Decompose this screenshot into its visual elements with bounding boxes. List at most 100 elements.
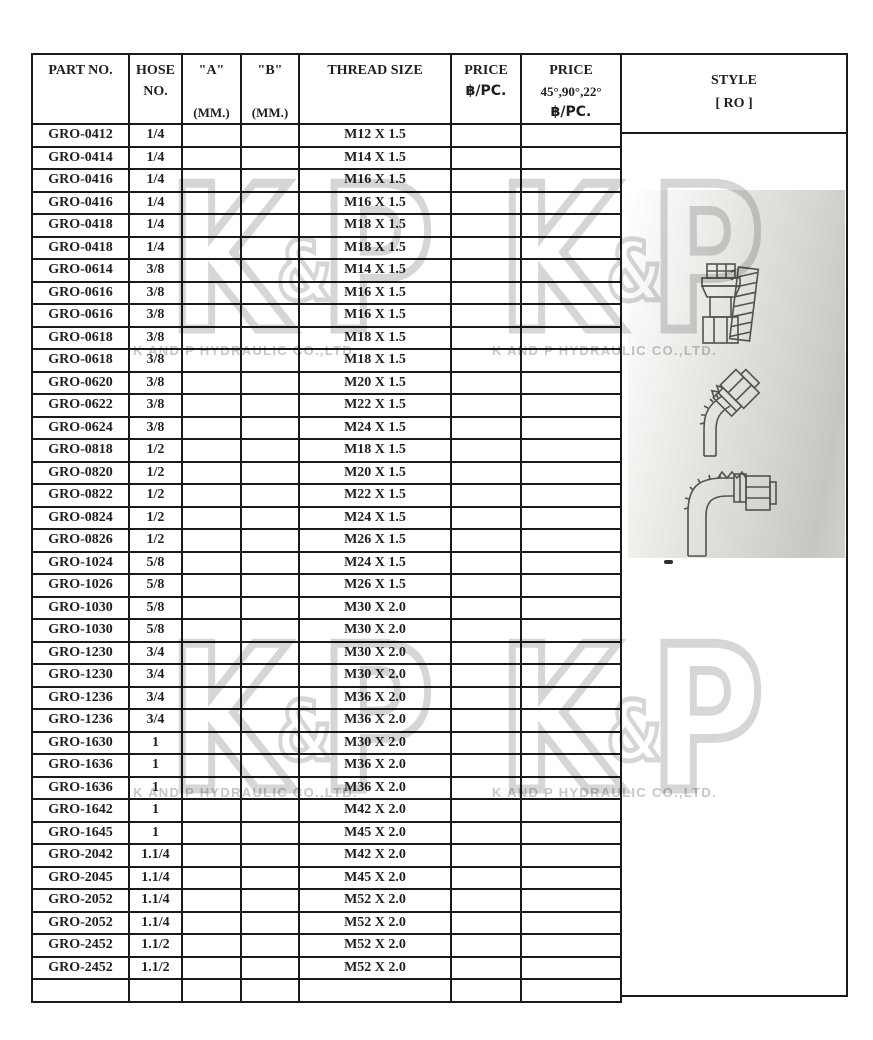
cell-price xyxy=(450,978,522,1003)
cell-hose-no: 1 xyxy=(128,730,183,755)
cell-price-angled xyxy=(520,708,622,733)
cell-price xyxy=(450,843,522,868)
cell-price-angled xyxy=(520,438,622,463)
cell-price-angled xyxy=(520,775,622,800)
cell-hose-no xyxy=(128,978,183,1003)
cell-a-mm xyxy=(181,730,242,755)
cell-part-no: GRO-1636 xyxy=(31,775,130,800)
cell-price xyxy=(450,303,522,328)
col-header-price: PRICE ฿/PC. xyxy=(450,53,522,125)
header-label: [ RO ] xyxy=(715,96,753,111)
cell-price xyxy=(450,820,522,845)
cell-price xyxy=(450,640,522,665)
cell-part-no: GRO-1630 xyxy=(31,730,130,755)
cell-thread-size: M22 X 1.5 xyxy=(298,483,452,508)
cell-thread-size: M36 X 2.0 xyxy=(298,708,452,733)
cell-part-no: GRO-0824 xyxy=(31,505,130,530)
cell-thread-size: M42 X 2.0 xyxy=(298,798,452,823)
cell-hose-no: 1.1/4 xyxy=(128,865,183,890)
table-row: GRO-0616 3/8 M16 X 1.5 xyxy=(31,280,622,305)
cell-part-no: GRO-1030 xyxy=(31,595,130,620)
cell-price-angled xyxy=(520,798,622,823)
cell-b-mm xyxy=(240,888,300,913)
cell-thread-size: M16 X 1.5 xyxy=(298,190,452,215)
cell-part-no: GRO-1230 xyxy=(31,663,130,688)
cell-price-angled xyxy=(520,370,622,395)
table-row: GRO-1230 3/4 M30 X 2.0 xyxy=(31,663,622,688)
cell-b-mm xyxy=(240,708,300,733)
cell-hose-no: 3/8 xyxy=(128,325,183,350)
header-label: NO. xyxy=(143,84,168,99)
cell-part-no: GRO-0622 xyxy=(31,393,130,418)
cell-hose-no: 1/2 xyxy=(128,460,183,485)
cell-hose-no: 3/8 xyxy=(128,393,183,418)
cell-b-mm xyxy=(240,280,300,305)
cell-b-mm xyxy=(240,213,300,238)
cell-thread-size: M36 X 2.0 xyxy=(298,685,452,710)
cell-a-mm xyxy=(181,235,242,260)
cell-a-mm xyxy=(181,370,242,395)
cell-a-mm xyxy=(181,798,242,823)
cell-a-mm xyxy=(181,843,242,868)
cell-price-angled xyxy=(520,505,622,530)
cell-price xyxy=(450,618,522,643)
cell-price xyxy=(450,708,522,733)
cell-price xyxy=(450,213,522,238)
cell-thread-size xyxy=(298,978,452,1003)
table-row: GRO-1230 3/4 M30 X 2.0 xyxy=(31,640,622,665)
cell-price-angled xyxy=(520,888,622,913)
table-row: GRO-1030 5/8 M30 X 2.0 xyxy=(31,618,622,643)
cell-a-mm xyxy=(181,933,242,958)
cell-price xyxy=(450,798,522,823)
cell-part-no: GRO-0616 xyxy=(31,303,130,328)
header-label: PRICE xyxy=(549,63,593,78)
table-row: GRO-0620 3/8 M20 X 1.5 xyxy=(31,370,622,395)
cell-b-mm xyxy=(240,955,300,980)
cell-thread-size: M42 X 2.0 xyxy=(298,843,452,868)
cell-price xyxy=(450,145,522,170)
cell-part-no: GRO-0412 xyxy=(31,123,130,148)
cell-part-no: GRO-2045 xyxy=(31,865,130,890)
cell-price xyxy=(450,775,522,800)
cell-price-angled xyxy=(520,685,622,710)
cell-a-mm xyxy=(181,303,242,328)
cell-b-mm xyxy=(240,730,300,755)
cell-price-angled xyxy=(520,145,622,170)
cell-a-mm xyxy=(181,213,242,238)
cell-hose-no: 1/4 xyxy=(128,145,183,170)
cell-price-angled xyxy=(520,618,622,643)
table-row: GRO-1030 5/8 M30 X 2.0 xyxy=(31,595,622,620)
cell-price xyxy=(450,865,522,890)
cell-thread-size: M26 X 1.5 xyxy=(298,573,452,598)
table-row: GRO-1630 1 M30 X 2.0 xyxy=(31,730,622,755)
style-column: STYLE [ RO ] xyxy=(620,53,848,997)
table-row: GRO-0414 1/4 M14 X 1.5 xyxy=(31,145,622,170)
table-row: GRO-1236 3/4 M36 X 2.0 xyxy=(31,708,622,733)
header-label: PRICE xyxy=(464,63,508,78)
cell-a-mm xyxy=(181,978,242,1003)
cell-price xyxy=(450,685,522,710)
cell-hose-no: 3/8 xyxy=(128,258,183,283)
cell-thread-size: M18 X 1.5 xyxy=(298,325,452,350)
header-label: THREAD SIZE xyxy=(327,63,423,78)
cell-part-no: GRO-0614 xyxy=(31,258,130,283)
table-row: GRO-1026 5/8 M26 X 1.5 xyxy=(31,573,622,598)
cell-price xyxy=(450,753,522,778)
table-row: GRO-2452 1.1/2 M52 X 2.0 xyxy=(31,933,622,958)
cell-price xyxy=(450,663,522,688)
cell-hose-no: 3/8 xyxy=(128,348,183,373)
cell-hose-no: 1/4 xyxy=(128,213,183,238)
cell-thread-size: M52 X 2.0 xyxy=(298,955,452,980)
col-header-b-mm: "B" (MM.) xyxy=(240,53,300,125)
header-label: 45°,90°,22° xyxy=(540,84,602,99)
cell-a-mm xyxy=(181,573,242,598)
cell-hose-no: 1/2 xyxy=(128,505,183,530)
col-header-price-angled: PRICE 45°,90°,22° ฿/PC. xyxy=(520,53,622,125)
cell-thread-size: M30 X 2.0 xyxy=(298,640,452,665)
table-row: GRO-0412 1/4 M12 X 1.5 xyxy=(31,123,622,148)
cell-a-mm xyxy=(181,708,242,733)
cell-price xyxy=(450,393,522,418)
cell-hose-no: 3/4 xyxy=(128,663,183,688)
cell-part-no: GRO-2052 xyxy=(31,888,130,913)
cell-a-mm xyxy=(181,865,242,890)
